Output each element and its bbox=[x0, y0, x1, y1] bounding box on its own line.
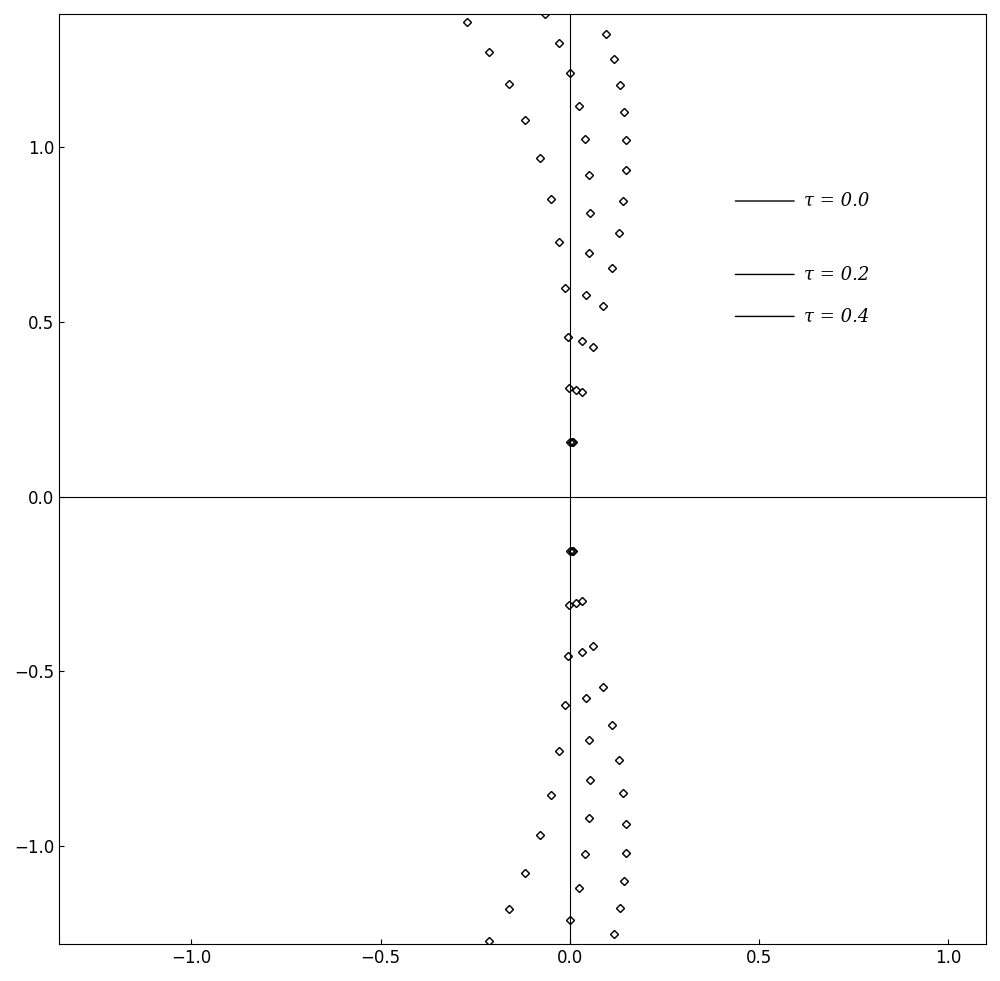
Text: τ = 0.2: τ = 0.2 bbox=[804, 266, 870, 284]
Text: τ = 0.0: τ = 0.0 bbox=[804, 192, 870, 210]
Text: τ = 0.4: τ = 0.4 bbox=[804, 307, 870, 326]
